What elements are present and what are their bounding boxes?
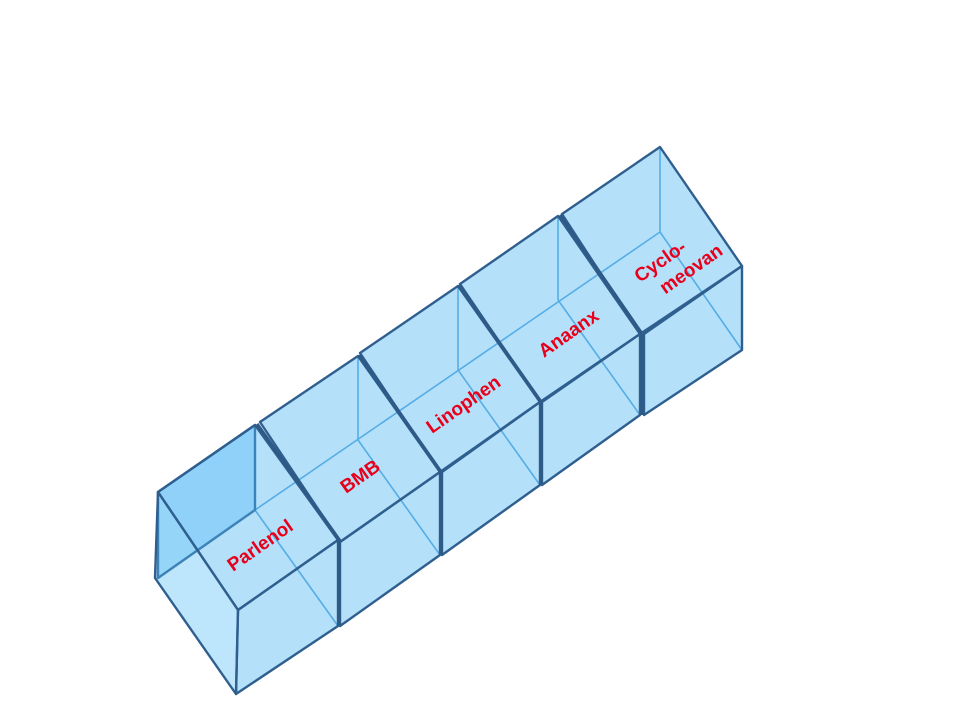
lid-faces bbox=[156, 145, 744, 612]
back-edges bbox=[157, 147, 743, 627]
front-5 bbox=[642, 264, 744, 417]
side-face-left bbox=[153, 490, 240, 696]
dividers bbox=[255, 214, 644, 626]
front-faces bbox=[234, 264, 744, 696]
